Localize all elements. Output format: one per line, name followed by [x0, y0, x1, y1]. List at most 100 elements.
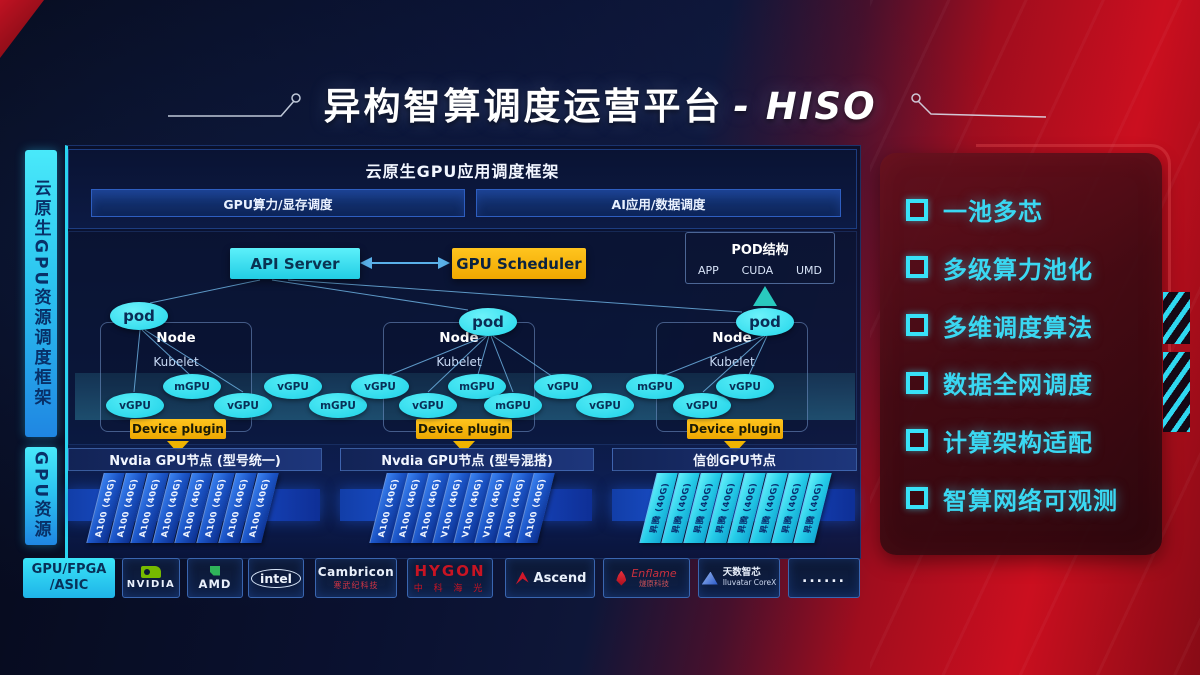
vendor-subname: 寒武纪科技: [333, 581, 379, 590]
pod-item-app: APP: [698, 264, 719, 277]
pod-item-cuda: CUDA: [741, 264, 774, 277]
pod-ellipse-3: pod: [736, 308, 794, 336]
vgpu-ellipse: vGPU: [534, 374, 592, 399]
amd-logo-icon: [210, 565, 220, 576]
vgpu-ellipse: vGPU: [351, 374, 409, 399]
feature-label: 一池多芯: [943, 198, 1043, 227]
device-plugin-2: Device plugin: [416, 419, 512, 439]
gpu-fpga-asic-label: GPU/FPGA /ASIC: [23, 558, 115, 598]
title-text: 异构智算调度运营平台: [323, 85, 724, 128]
gpu-compute-scheduling-bar: GPU算力/显存调度: [91, 189, 465, 217]
vgpu-ellipse: vGPU: [106, 393, 164, 418]
left-rail-scheduling-framework: 云原生GPU资源调度框架: [25, 150, 57, 437]
vendor-subname: Iluvatar CoreX: [722, 578, 777, 588]
feature-item: 数据全网调度: [906, 365, 1136, 400]
pod-structure-box: POD结构 APP CUDA UMD: [685, 232, 835, 284]
feature-item: 多级算力池化: [906, 250, 1136, 285]
vendor-name: NVIDIA: [126, 579, 176, 590]
gpu-row-label-1: Nvdia GPU节点 (型号统一): [68, 448, 322, 471]
feature-item: 智算网络可观测: [906, 481, 1136, 516]
gpu-scheduler-box: GPU Scheduler: [452, 248, 586, 279]
category-line: GPU/FPGA: [31, 561, 107, 577]
iluvatar-logo-icon: [701, 571, 718, 585]
vendor-amd: AMD: [187, 558, 243, 598]
ai-data-scheduling-bar: AI应用/数据调度: [476, 189, 841, 217]
mgpu-ellipse: mGPU: [163, 374, 221, 399]
vendor-nvidia: NVIDIA: [122, 558, 180, 598]
square-bullet-icon: [906, 487, 928, 510]
vendor-enflame: Enflame 燧原科技: [603, 558, 690, 598]
vendor-intel: intel: [248, 558, 304, 598]
mgpu-ellipse: mGPU: [309, 393, 367, 418]
intel-logo-icon: intel: [251, 568, 301, 588]
ascend-logo-icon: [515, 571, 529, 585]
vendor-text: Enflame 燧原科技: [631, 566, 677, 588]
vendor-hygon: HYGON 中 科 海 光: [407, 558, 493, 598]
device-plugin-1: Device plugin: [130, 419, 226, 439]
mgpu-ellipse: mGPU: [626, 374, 684, 399]
kubelet-label: Kubelet: [436, 355, 482, 369]
vendor-name: HYGON: [414, 562, 486, 580]
node-label: Node: [156, 330, 196, 346]
feature-label: 多级算力池化: [943, 255, 1093, 284]
pod-ellipse-2: pod: [459, 308, 517, 336]
pod-structure-title: POD结构: [731, 243, 789, 258]
gpu-row-label-3: 信创GPU节点: [612, 448, 857, 471]
square-bullet-icon: [906, 256, 928, 279]
vendor-name: AMD: [198, 576, 232, 591]
vendor-others: ......: [788, 558, 860, 598]
api-server-box: API Server: [230, 248, 360, 279]
feature-label: 数据全网调度: [943, 371, 1093, 400]
square-bullet-icon: [906, 429, 928, 452]
page-title: 异构智算调度运营平台 - HISO: [0, 76, 1200, 130]
feature-label: 计算架构适配: [943, 428, 1093, 457]
vgpu-ellipse: vGPU: [716, 374, 774, 399]
vgpu-ellipse: vGPU: [214, 393, 272, 418]
vendor-subname: 燧原科技: [638, 578, 669, 588]
vendor-subname: 中 科 海 光: [413, 584, 487, 594]
features-list: 一池多芯多级算力池化多维调度算法数据全网调度 计算架构适配 智算网络可观测: [880, 153, 1162, 555]
corner-red-accent: [0, 0, 44, 58]
enflame-logo-icon: [616, 570, 627, 586]
kubelet-label: Kubelet: [709, 355, 755, 369]
vgpu-ellipse: vGPU: [576, 393, 634, 418]
framework-title: 云原生GPU应用调度框架: [365, 162, 560, 181]
vendor-ascend: Ascend: [505, 558, 595, 598]
nvidia-logo-icon: [141, 566, 161, 578]
vendor-name: Cambricon: [317, 565, 395, 579]
vendor-name: 天数智芯: [722, 567, 761, 579]
feature-item: 多维调度算法: [906, 308, 1136, 343]
hazard-stripes-decoration: [1163, 352, 1190, 432]
pod-structure-items: APP CUDA UMD: [694, 264, 826, 277]
vgpu-ellipse: vGPU: [673, 393, 731, 418]
vgpu-ellipse: vGPU: [264, 374, 322, 399]
square-bullet-icon: [906, 371, 928, 394]
category-line: /ASIC: [49, 578, 89, 593]
gpu-row-label-2: Nvdia GPU节点 (型号混搭): [340, 448, 594, 471]
title-suffix: - HISO: [733, 85, 877, 128]
square-bullet-icon: [906, 314, 928, 337]
feature-label: 智算网络可观测: [943, 486, 1118, 515]
vendor-text: 天数智芯 Iluvatar CoreX: [722, 567, 777, 588]
feature-item: 一池多芯: [906, 192, 1136, 227]
rail-label: 云原生GPU资源调度框架: [30, 178, 51, 409]
mgpu-ellipse: mGPU: [484, 393, 542, 418]
vendor-name: Ascend: [533, 570, 587, 586]
kubelet-label: Kubelet: [153, 355, 199, 369]
pod-ellipse-1: pod: [110, 302, 168, 330]
node-label: Node: [712, 330, 752, 346]
hazard-stripes-decoration: [1163, 292, 1190, 344]
node-label: Node: [439, 330, 479, 346]
vendor-iluvatar: 天数智芯 Iluvatar CoreX: [698, 558, 780, 598]
device-plugin-3: Device plugin: [687, 419, 783, 439]
vendor-name: Enflame: [631, 566, 677, 580]
cloud-native-framework-box: 云原生GPU应用调度框架 GPU算力/显存调度 AI应用/数据调度: [68, 149, 857, 229]
square-bullet-icon: [906, 198, 928, 221]
left-rail-gpu-resources: GPU资源: [25, 447, 57, 545]
ellipsis-label: ......: [802, 570, 846, 586]
vgpu-ellipse: vGPU: [399, 393, 457, 418]
rail-label: GPU资源: [30, 451, 51, 541]
feature-item: 计算架构适配: [906, 423, 1136, 458]
pod-item-umd: UMD: [795, 264, 822, 277]
